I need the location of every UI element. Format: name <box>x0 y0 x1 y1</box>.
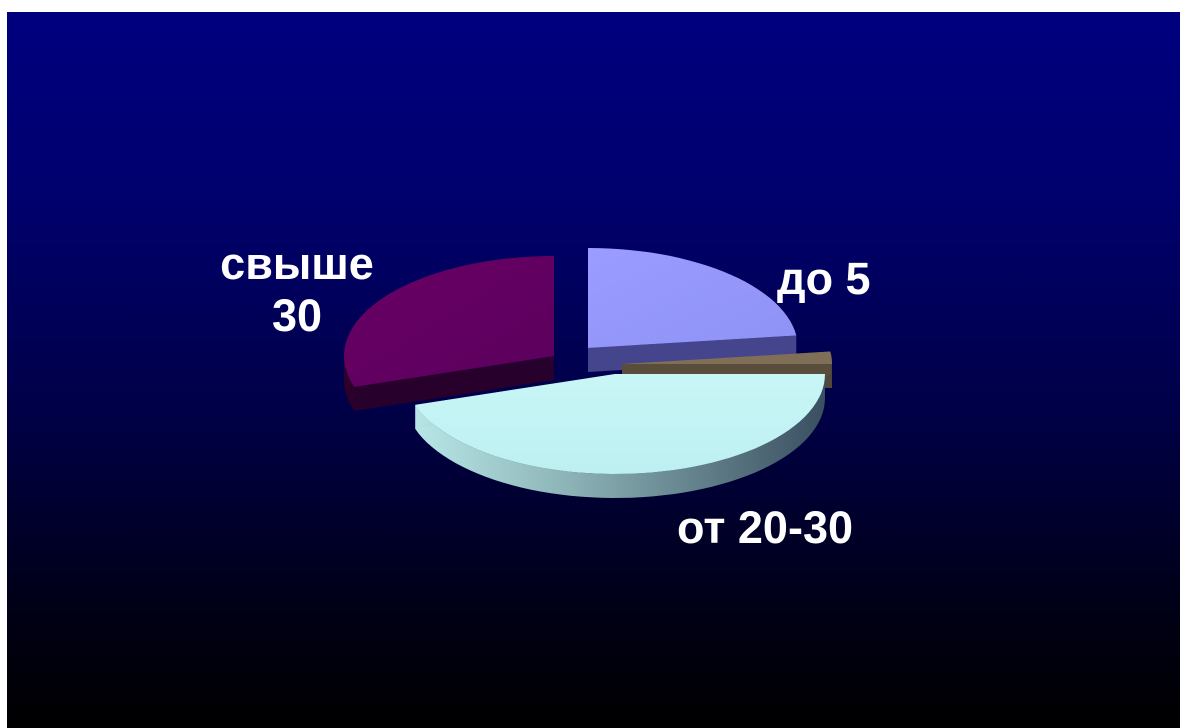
slice-over-30-side <box>344 356 355 411</box>
data-label-over-30-line-2: 30 <box>271 290 323 341</box>
slice-small <box>622 351 832 364</box>
slice-over-30-face-1 <box>354 356 554 411</box>
pie-chart <box>344 248 832 498</box>
slice-up-to-5 <box>588 248 797 348</box>
slice-up-to-5-face-2 <box>588 335 797 372</box>
data-label-20-30: от 20-30 <box>677 502 854 553</box>
slice-over-30 <box>344 256 554 387</box>
slide-background: свыше 30 до 5 от 20-30 <box>7 12 1180 728</box>
data-label-up-to-5: до 5 <box>777 253 871 304</box>
data-label-over-30: свыше 30 <box>197 238 397 342</box>
data-label-over-30-line-1: свыше <box>220 238 374 289</box>
slice-20-30-side <box>415 374 825 498</box>
slice-20-30 <box>415 374 825 474</box>
